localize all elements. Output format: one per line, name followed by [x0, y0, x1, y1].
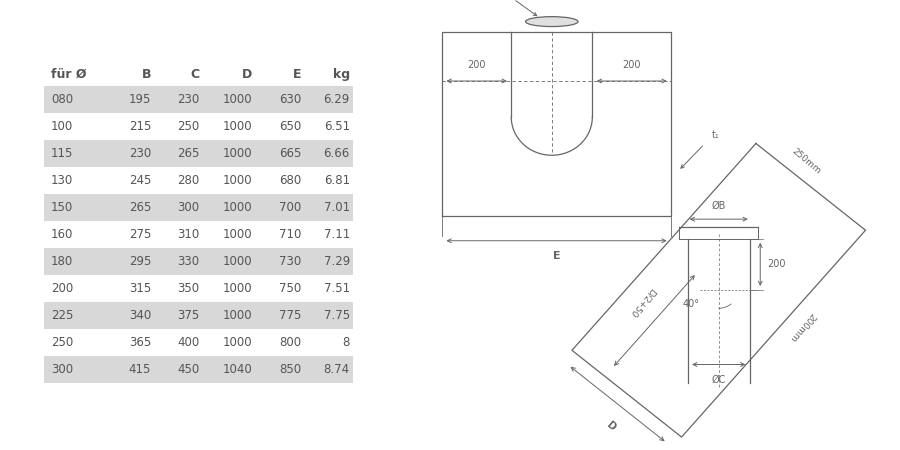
Text: 280: 280 — [177, 175, 200, 187]
Text: 330: 330 — [177, 256, 200, 268]
Text: 230: 230 — [177, 94, 200, 106]
Text: 250: 250 — [50, 337, 73, 349]
Text: 1000: 1000 — [223, 256, 253, 268]
Text: 400: 400 — [177, 337, 200, 349]
Text: 1000: 1000 — [223, 121, 253, 133]
Text: 650: 650 — [279, 121, 302, 133]
Text: 415: 415 — [129, 364, 151, 376]
Text: 150: 150 — [50, 202, 73, 214]
Text: 1000: 1000 — [223, 229, 253, 241]
Text: 1000: 1000 — [223, 337, 253, 349]
Text: 115: 115 — [50, 148, 73, 160]
Text: 300: 300 — [50, 364, 73, 376]
Text: 275: 275 — [129, 229, 151, 241]
Text: 6.66: 6.66 — [324, 148, 350, 160]
Text: 1000: 1000 — [223, 202, 253, 214]
Text: 700: 700 — [279, 202, 302, 214]
Text: 6.51: 6.51 — [324, 121, 350, 133]
Text: für Ø: für Ø — [50, 68, 86, 81]
Text: 800: 800 — [279, 337, 302, 349]
Text: 680: 680 — [279, 175, 302, 187]
Text: 215: 215 — [129, 121, 151, 133]
Text: t₁: t₁ — [712, 130, 719, 140]
Text: 7.01: 7.01 — [324, 202, 350, 214]
Text: C: C — [191, 68, 200, 81]
Text: E: E — [553, 251, 561, 261]
Text: 450: 450 — [177, 364, 200, 376]
Text: 1000: 1000 — [223, 175, 253, 187]
Text: 6.29: 6.29 — [324, 94, 350, 106]
Text: ØB: ØB — [712, 201, 726, 211]
Text: 315: 315 — [129, 283, 151, 295]
Text: B: B — [141, 68, 151, 81]
Text: 200: 200 — [467, 60, 486, 70]
Text: 775: 775 — [279, 310, 302, 322]
Text: 310: 310 — [177, 229, 200, 241]
Text: 40°: 40° — [682, 299, 699, 309]
Text: 200: 200 — [50, 283, 73, 295]
Ellipse shape — [526, 17, 578, 27]
Text: 100: 100 — [50, 121, 73, 133]
Text: 265: 265 — [129, 202, 151, 214]
Text: 230: 230 — [129, 148, 151, 160]
Text: 730: 730 — [279, 256, 302, 268]
Text: 1000: 1000 — [223, 283, 253, 295]
Text: 1000: 1000 — [223, 310, 253, 322]
Text: 665: 665 — [279, 148, 302, 160]
Text: 7.75: 7.75 — [324, 310, 350, 322]
Text: ØC: ØC — [712, 374, 726, 384]
Text: D: D — [242, 68, 253, 81]
Text: 750: 750 — [279, 283, 302, 295]
Text: 365: 365 — [129, 337, 151, 349]
Text: 200: 200 — [768, 259, 786, 270]
Text: 630: 630 — [279, 94, 302, 106]
Text: 1000: 1000 — [223, 148, 253, 160]
Text: 6.81: 6.81 — [324, 175, 350, 187]
Bar — [44, 248, 353, 275]
Text: 250: 250 — [177, 121, 200, 133]
Text: 850: 850 — [279, 364, 302, 376]
Bar — [44, 194, 353, 221]
Text: 250mm: 250mm — [790, 147, 823, 176]
Text: 7.11: 7.11 — [324, 229, 350, 241]
Text: 1040: 1040 — [223, 364, 253, 376]
Bar — [44, 302, 353, 329]
Text: D/2+50: D/2+50 — [628, 286, 657, 318]
Text: 160: 160 — [50, 229, 73, 241]
Text: 225: 225 — [50, 310, 73, 322]
Text: 200mm: 200mm — [788, 310, 816, 343]
Bar — [44, 86, 353, 113]
Text: 1000: 1000 — [223, 94, 253, 106]
Bar — [44, 140, 353, 167]
Text: 130: 130 — [50, 175, 73, 187]
Text: 8.74: 8.74 — [324, 364, 350, 376]
Text: 375: 375 — [177, 310, 200, 322]
Text: 245: 245 — [129, 175, 151, 187]
Text: E: E — [292, 68, 302, 81]
Text: 7.29: 7.29 — [324, 256, 350, 268]
Text: kg: kg — [333, 68, 350, 81]
Text: 080: 080 — [50, 94, 73, 106]
Text: 710: 710 — [279, 229, 302, 241]
Text: 7.51: 7.51 — [324, 283, 350, 295]
Text: 8: 8 — [342, 337, 350, 349]
Text: 295: 295 — [129, 256, 151, 268]
Text: 350: 350 — [177, 283, 200, 295]
Text: 340: 340 — [129, 310, 151, 322]
Text: 195: 195 — [129, 94, 151, 106]
Text: 265: 265 — [177, 148, 200, 160]
Text: 200: 200 — [623, 60, 641, 70]
Text: 300: 300 — [177, 202, 200, 214]
Bar — [44, 356, 353, 383]
Text: 180: 180 — [50, 256, 73, 268]
Text: D: D — [605, 420, 618, 433]
